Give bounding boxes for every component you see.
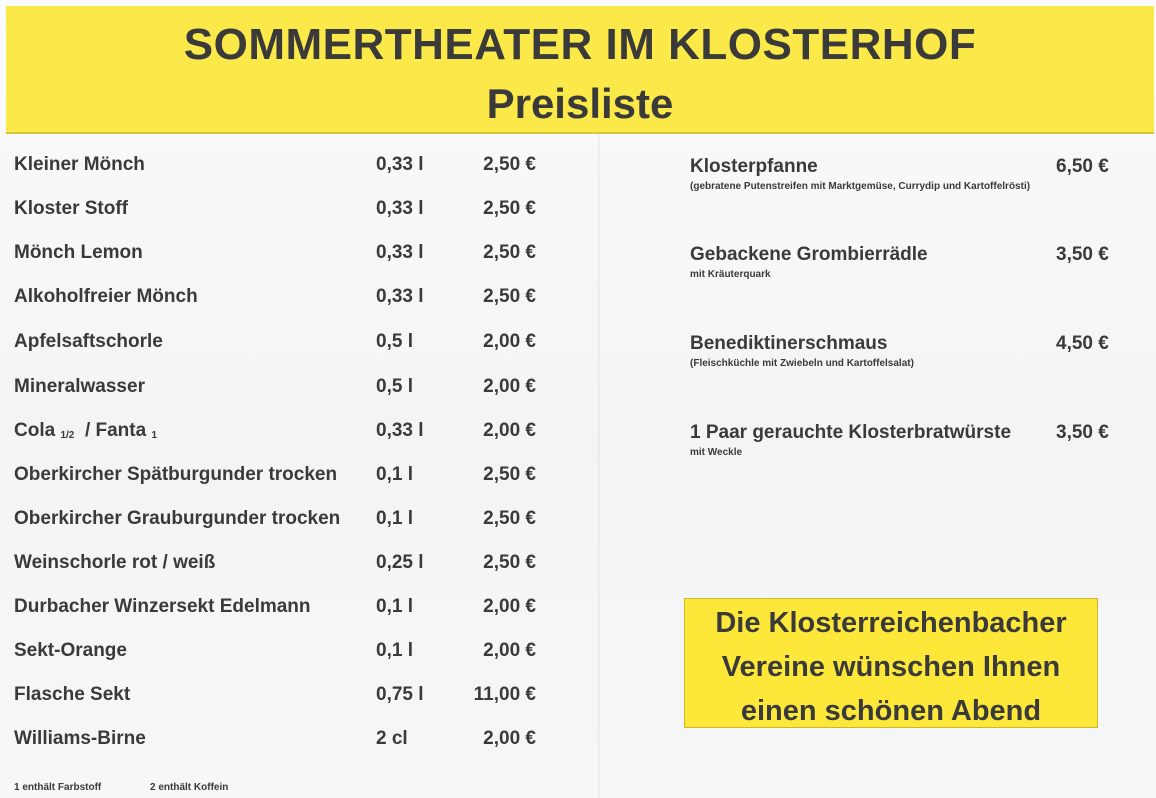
greeting-line-2: Vereine wünschen Ihnen <box>721 651 1061 683</box>
footnote-marker: 1/2 <box>60 430 75 441</box>
drink-price: 2,00 € <box>483 640 536 661</box>
drink-row: Oberkircher Grauburgunder trocken 0,1 l … <box>0 508 590 538</box>
drink-name-main: Cola <box>14 420 56 441</box>
drink-name: Kloster Stoff <box>14 198 128 219</box>
header-banner: SOMMERTHEATER IM KLOSTERHOF Preisliste <box>6 6 1154 134</box>
drink-price: 2,50 € <box>483 508 536 529</box>
drink-name: Alkoholfreier Mönch <box>14 286 198 307</box>
food-description: (Fleischküchle mit Zwiebeln und Kartoffe… <box>690 358 914 369</box>
drink-price: 2,50 € <box>483 154 536 175</box>
drink-volume: 0,33 l <box>376 154 424 175</box>
drink-price: 11,00 € <box>473 684 536 705</box>
food-name: Benediktinerschmaus <box>690 333 888 354</box>
drink-volume: 0,1 l <box>376 596 413 617</box>
drink-name: Oberkircher Spätburgunder trocken <box>14 464 338 485</box>
drink-volume: 0,1 l <box>376 464 413 485</box>
greeting-box: Die Klosterreichenbacher Vereine wünsche… <box>684 598 1098 728</box>
footnote-2: 2 enthält Koffein <box>150 782 229 793</box>
drink-volume: 0,5 l <box>376 376 413 397</box>
drink-price: 2,00 € <box>483 420 536 441</box>
food-item: 1 Paar gerauchte Klosterbratwürste 3,50 … <box>690 422 1130 458</box>
food-description: mit Weckle <box>690 447 743 458</box>
drink-row: Sekt-Orange 0,1 l 2,00 € <box>0 640 590 670</box>
food-description: (gebratene Putenstreifen mit Marktgemüse… <box>690 181 1031 192</box>
drink-name: Mönch Lemon <box>14 242 143 263</box>
drink-row: Kloster Stoff 0,33 l 2,50 € <box>0 198 590 228</box>
drink-volume: 0,33 l <box>376 198 424 219</box>
food-item: Benediktinerschmaus 4,50 € (Fleischküchl… <box>690 333 1130 369</box>
drink-price: 2,50 € <box>483 286 536 307</box>
drink-price: 2,00 € <box>483 728 536 749</box>
food-price: 4,50 € <box>1056 333 1109 354</box>
food-description: mit Kräuterquark <box>690 269 771 280</box>
drink-row: Durbacher Winzersekt Edelmann 0,1 l 2,00… <box>0 596 590 626</box>
drink-volume: 0,1 l <box>376 640 413 661</box>
drink-price: 2,50 € <box>483 242 536 263</box>
page-fold-divider <box>598 134 600 798</box>
footnotes: 1 enthält Farbstoff 2 enthält Koffein <box>14 782 274 793</box>
food-name: Gebackene Grombierrädle <box>690 244 928 265</box>
drink-volume: 0,75 l <box>376 684 424 705</box>
greeting-line-3: einen schönen Abend <box>740 695 1042 727</box>
drink-volume: 0,25 l <box>376 552 424 573</box>
footnote-1: 1 enthält Farbstoff <box>14 782 102 793</box>
page-subtitle: Preisliste <box>486 80 674 127</box>
drink-row: Weinschorle rot / weiß 0,25 l 2,50 € <box>0 552 590 582</box>
food-name: Klosterpfanne <box>690 156 818 177</box>
drink-row: Alkoholfreier Mönch 0,33 l 2,50 € <box>0 286 590 316</box>
drink-price: 2,50 € <box>483 198 536 219</box>
drink-volume: 0,33 l <box>376 286 424 307</box>
drink-name-rest: / Fanta <box>84 420 147 441</box>
drink-row: Mönch Lemon 0,33 l 2,50 € <box>0 242 590 272</box>
drink-name: Oberkircher Grauburgunder trocken <box>14 508 341 529</box>
drink-name: Sekt-Orange <box>14 640 127 661</box>
food-name: 1 Paar gerauchte Klosterbratwürste <box>690 422 1012 443</box>
drink-row: Apfelsaftschorle 0,5 l 2,00 € <box>0 331 590 361</box>
food-price: 6,50 € <box>1056 156 1109 177</box>
drink-name: Apfelsaftschorle <box>14 331 163 352</box>
drink-row: Cola 1/2 / Fanta 1 0,33 l 2,00 € <box>0 420 590 450</box>
drink-price: 2,00 € <box>483 376 536 397</box>
drink-volume: 0,1 l <box>376 508 413 529</box>
food-price: 3,50 € <box>1056 422 1109 443</box>
drink-row: Oberkircher Spätburgunder trocken 0,1 l … <box>0 464 590 494</box>
drink-name: Kleiner Mönch <box>14 154 145 175</box>
drink-row: Flasche Sekt 0,75 l 11,00 € <box>0 684 590 714</box>
drink-volume: 0,5 l <box>376 331 413 352</box>
footnote-marker: 1 <box>151 430 158 441</box>
page-title: SOMMERTHEATER IM KLOSTERHOF <box>183 20 977 69</box>
food-item: Klosterpfanne 6,50 € (gebratene Putenstr… <box>690 156 1130 192</box>
drink-price: 2,50 € <box>483 552 536 573</box>
drink-price: 2,00 € <box>483 331 536 352</box>
food-item: Gebackene Grombierrädle 3,50 € mit Kräut… <box>690 244 1130 280</box>
drink-name: Williams-Birne <box>14 728 146 749</box>
drink-row: Mineralwasser 0,5 l 2,00 € <box>0 376 590 406</box>
drink-volume: 2 cl <box>376 728 408 749</box>
drink-price: 2,50 € <box>483 464 536 485</box>
drink-volume: 0,33 l <box>376 420 424 441</box>
greeting-line-1: Die Klosterreichenbacher <box>715 607 1067 639</box>
drink-name: Weinschorle rot / weiß <box>14 552 216 573</box>
drink-name: Durbacher Winzersekt Edelmann <box>14 596 311 617</box>
drink-price: 2,00 € <box>483 596 536 617</box>
drink-name: Cola 1/2 / Fanta 1 <box>14 420 157 442</box>
drink-name: Mineralwasser <box>14 376 145 397</box>
drink-row: Kleiner Mönch 0,33 l 2,50 € <box>0 154 590 184</box>
drink-name: Flasche Sekt <box>14 684 131 705</box>
food-price: 3,50 € <box>1056 244 1109 265</box>
drink-volume: 0,33 l <box>376 242 424 263</box>
drink-row: Williams-Birne 2 cl 2,00 € <box>0 728 590 758</box>
